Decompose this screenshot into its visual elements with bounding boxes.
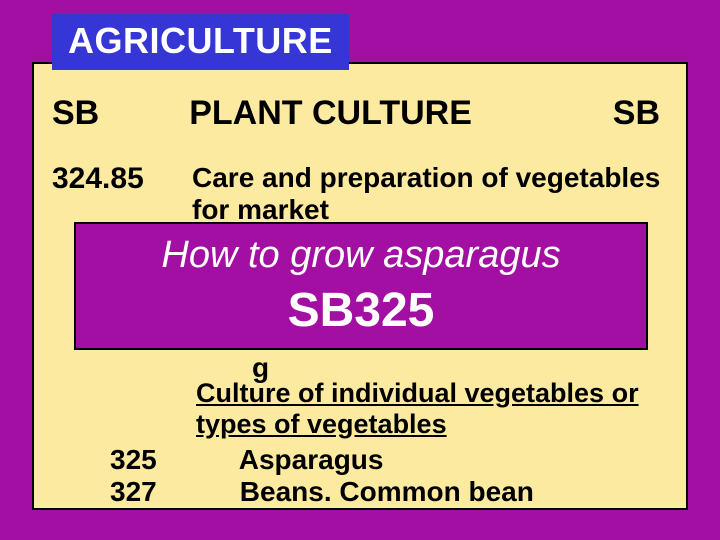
entry-text: Asparagus <box>239 444 384 475</box>
header-sb-left: SB <box>52 94 99 133</box>
entry-row-beans: 327 Beans. Common bean <box>110 476 534 508</box>
entry-row-asparagus: 325 Asparagus <box>110 444 383 476</box>
overlay-callout: How to grow asparagus SB325 <box>74 222 648 350</box>
header-sb-right: SB <box>613 94 660 133</box>
entry-text: Care and preparation of vegetables for m… <box>192 162 668 226</box>
overlay-code: SB325 <box>76 283 646 338</box>
header-plant-culture: PLANT CULTURE <box>189 94 472 133</box>
banner-text: AGRICULTURE <box>68 20 333 61</box>
header-row: SB PLANT CULTURE SB <box>52 94 668 133</box>
entry-code: 327 <box>110 476 232 508</box>
culture-heading: Culture of individual vegetables or type… <box>196 378 668 440</box>
entry-code: 324.85 <box>52 162 192 226</box>
entry-text: Beans. Common bean <box>240 476 534 507</box>
agriculture-banner: AGRICULTURE <box>52 14 349 70</box>
overlay-title: How to grow asparagus <box>76 234 646 277</box>
entry-row-care: 324.85 Care and preparation of vegetable… <box>52 162 668 226</box>
entry-code: 325 <box>110 444 232 476</box>
